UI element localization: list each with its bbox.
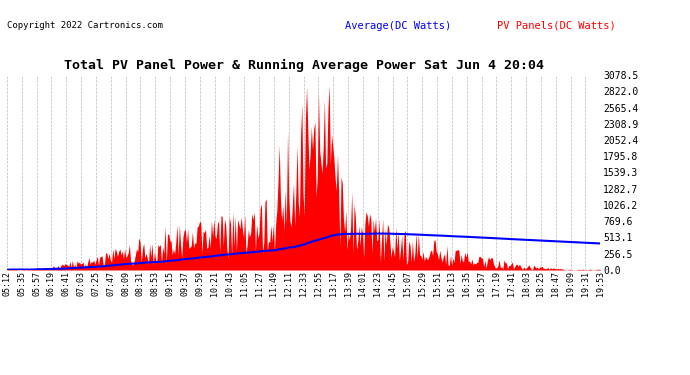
Text: Average(DC Watts): Average(DC Watts) [345,21,451,31]
Text: Copyright 2022 Cartronics.com: Copyright 2022 Cartronics.com [7,21,163,30]
Title: Total PV Panel Power & Running Average Power Sat Jun 4 20:04: Total PV Panel Power & Running Average P… [63,59,544,72]
Text: PV Panels(DC Watts): PV Panels(DC Watts) [497,21,615,31]
